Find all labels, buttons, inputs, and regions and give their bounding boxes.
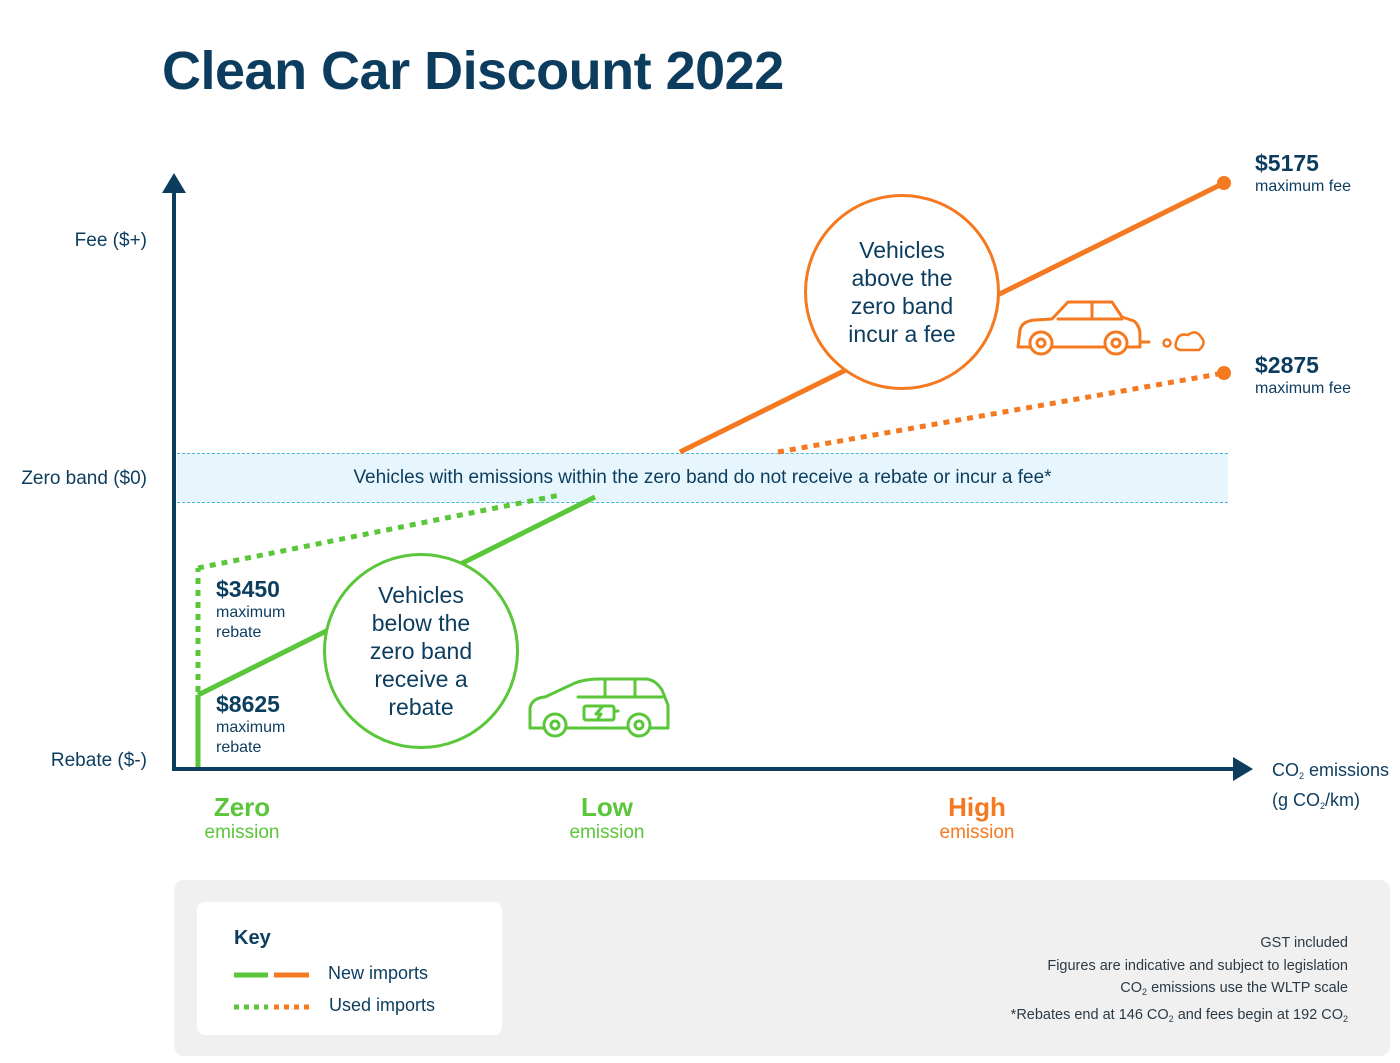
note-wltp: CO2 emissions use the WLTP scale — [1011, 977, 1348, 1004]
category-sub: emission — [939, 822, 1015, 843]
fee-callout-line: Vehicles — [859, 237, 945, 263]
note-subscript: 2 — [1142, 987, 1148, 997]
category-low-emission: Low emission — [517, 792, 697, 844]
key-title: Key — [234, 927, 271, 949]
key-new-imports-label: New imports — [328, 963, 429, 983]
fee-callout-line: zero band — [850, 293, 954, 319]
max-fee-new-label: maximum fee — [1255, 178, 1352, 195]
x-axis-label-subscript: 2 — [1320, 801, 1326, 811]
fee-callout-line: above the — [851, 265, 953, 291]
x-axis-label-text: /km) — [1325, 790, 1361, 810]
note-indicative: Figures are indicative and subject to le… — [1047, 957, 1348, 974]
note-thresholds: *Rebates end at 146 CO2 and fees begin a… — [1011, 1004, 1348, 1031]
used-imports-rebate-line — [195, 492, 561, 692]
category-zero-emission: Zero emission — [152, 792, 332, 844]
new-fee-endpoint — [1217, 176, 1231, 190]
fee-callout-line: incur a fee — [848, 321, 956, 347]
rebate-callout-line: zero band — [369, 638, 473, 664]
max-rebate-new-annotation: $8625 maximum rebate — [216, 691, 285, 758]
note-gst: GST included — [1260, 935, 1348, 951]
rebate-callout-line: receive a — [374, 666, 468, 692]
x-axis-label-subscript: 2 — [1299, 771, 1305, 781]
max-fee-used-amount: $2875 — [1255, 352, 1319, 378]
exhaust-cloud-icon — [1162, 331, 1205, 352]
category-name: Zero — [213, 792, 271, 822]
page-title: Clean Car Discount 2022 — [162, 41, 784, 101]
note-text: and fees begin at 192 CO — [1173, 1006, 1343, 1023]
zero-band: Vehicles with emissions within the zero … — [177, 453, 1228, 503]
category-name: High — [948, 792, 1006, 822]
x-axis-arrow — [1233, 757, 1253, 781]
fee-callout-bubble: Vehicles above the zero band incur a fee — [804, 194, 1000, 390]
category-sub: emission — [204, 822, 280, 843]
y-label-fee: Fee ($+) — [74, 230, 147, 251]
max-fee-new-annotation: $5175 maximum fee — [1255, 150, 1351, 197]
note-text: emissions use the WLTP scale — [1147, 980, 1348, 996]
max-rebate-new-label: rebate — [216, 739, 262, 756]
note-text: *Rebates end at 146 CO — [1010, 1006, 1169, 1023]
max-rebate-used-annotation: $3450 maximum rebate — [216, 576, 285, 643]
max-rebate-used-label: rebate — [216, 624, 262, 641]
category-high-emission: High emission — [887, 792, 1067, 844]
max-rebate-used-amount: $3450 — [216, 576, 280, 602]
max-fee-new-amount: $5175 — [1255, 150, 1319, 176]
y-axis-arrow — [162, 173, 186, 193]
rebate-callout-line: below the — [371, 610, 471, 636]
x-axis-label-text: emissions — [1304, 760, 1390, 780]
key-used-imports-label: Used imports — [329, 995, 436, 1015]
petrol-car-icon — [1016, 300, 1151, 356]
used-imports-fee-line — [777, 366, 1231, 455]
used-fee-endpoint — [1217, 366, 1231, 380]
x-axis-label-text: (g CO — [1272, 790, 1321, 810]
max-fee-used-annotation: $2875 maximum fee — [1255, 352, 1351, 399]
category-name: Low — [581, 792, 633, 822]
max-rebate-used-label: maximum — [216, 604, 286, 621]
footnotes: GST included Figures are indicative and … — [1011, 932, 1348, 1030]
rebate-callout-line: rebate — [388, 694, 454, 720]
y-label-rebate: Rebate ($-) — [50, 750, 147, 771]
note-subscript: 2 — [1342, 1013, 1348, 1024]
rebate-callout-line: Vehicles — [378, 582, 464, 608]
x-axis-label-text: CO — [1272, 760, 1299, 780]
zero-band-text: Vehicles with emissions within the zero … — [353, 467, 1052, 488]
max-fee-used-label: maximum fee — [1255, 380, 1352, 397]
max-rebate-new-label: maximum — [216, 719, 286, 736]
max-rebate-new-amount: $8625 — [216, 691, 280, 717]
y-label-zero-band: Zero band ($0) — [21, 468, 147, 489]
note-text: CO — [1120, 980, 1143, 996]
rebate-callout-bubble: Vehicles below the zero band receive a r… — [323, 553, 519, 749]
x-axis-label: CO2 emissions (g CO2/km) — [1272, 758, 1389, 818]
key-box — [197, 902, 502, 1035]
category-sub: emission — [569, 822, 645, 843]
electric-car-icon — [528, 677, 670, 738]
note-subscript: 2 — [1168, 1013, 1174, 1024]
